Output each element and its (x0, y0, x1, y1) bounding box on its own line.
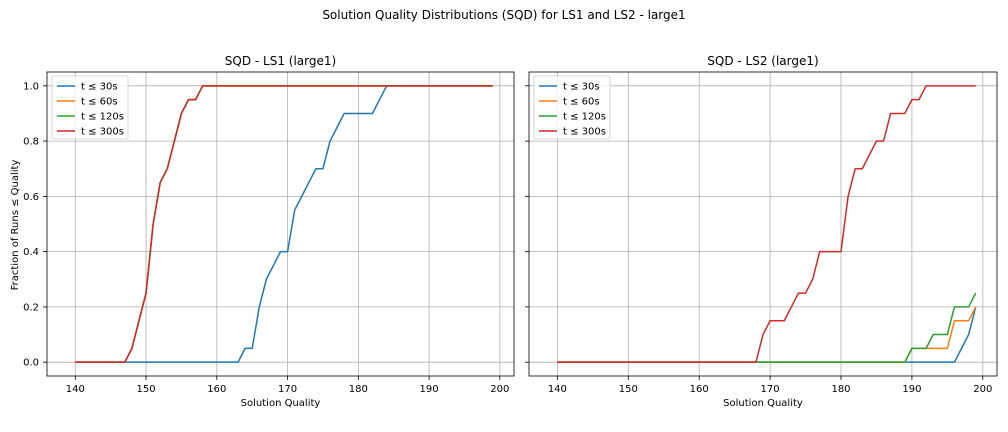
plot-frame (46, 71, 515, 377)
series-line-2 (75, 85, 493, 363)
x-tick-label: 160 (207, 384, 226, 395)
y-tick-label: 0.8 (23, 137, 39, 148)
subplot-ls2: SQD - LS2 (large1) 140 150 160 170 180 190 200 S… (525, 54, 998, 409)
subplot-title: SQD - LS1 (large1) (225, 54, 336, 68)
legend-box (533, 75, 611, 140)
figure-title: Solution Quality Distributions (SQD) for… (322, 8, 685, 22)
series-line-3 (75, 85, 493, 363)
x-axis-label: Solution Quality (723, 398, 803, 409)
series-line-0 (75, 85, 493, 363)
x-tick-label: 190 (902, 384, 921, 395)
x-tick-label: 200 (973, 384, 992, 395)
series-line-2 (557, 292, 977, 363)
x-tick-label: 170 (278, 384, 297, 395)
x-tick-label: 190 (420, 384, 439, 395)
y-tick-label: 0.2 (23, 302, 39, 313)
series-line-1 (557, 306, 977, 363)
x-tick-label: 160 (690, 384, 709, 395)
subplot-ls1: SQD - LS1 (large1) 140 150 160 170 180 190 200 0… (23, 54, 515, 409)
y-axis-label: Fraction of Runs ≤ Quality (10, 160, 21, 291)
plot-frame (528, 71, 998, 377)
x-tick-label: 150 (137, 384, 156, 395)
legend-label: t ≤ 300s (81, 127, 124, 138)
subplot-title: SQD - LS2 (large1) (707, 54, 818, 68)
legend-label: t ≤ 300s (563, 127, 606, 138)
x-tick-label: 200 (490, 384, 509, 395)
legend-label: t ≤ 60s (81, 97, 118, 108)
x-tick-label: 140 (548, 384, 567, 395)
x-axis-label: Solution Quality (241, 398, 321, 409)
series-line-1 (75, 85, 493, 363)
y-tick-label: 0.4 (23, 247, 39, 258)
legend-label: t ≤ 30s (563, 82, 600, 93)
x-tick-label: 150 (619, 384, 638, 395)
x-tick-label: 170 (761, 384, 780, 395)
legend-box (51, 75, 129, 140)
x-tick-label: 180 (831, 384, 850, 395)
y-tick-label: 0.6 (23, 192, 39, 203)
y-tick-label: 1.0 (23, 81, 39, 92)
legend-label: t ≤ 60s (563, 97, 600, 108)
x-tick-label: 140 (66, 384, 85, 395)
legend-label: t ≤ 120s (563, 112, 606, 123)
y-tick-label: 0.0 (23, 358, 39, 369)
legend-label: t ≤ 30s (81, 82, 118, 93)
x-tick-label: 180 (349, 384, 368, 395)
series-line-0 (557, 306, 977, 363)
series-line-3 (557, 85, 976, 363)
legend-label: t ≤ 120s (81, 112, 124, 123)
